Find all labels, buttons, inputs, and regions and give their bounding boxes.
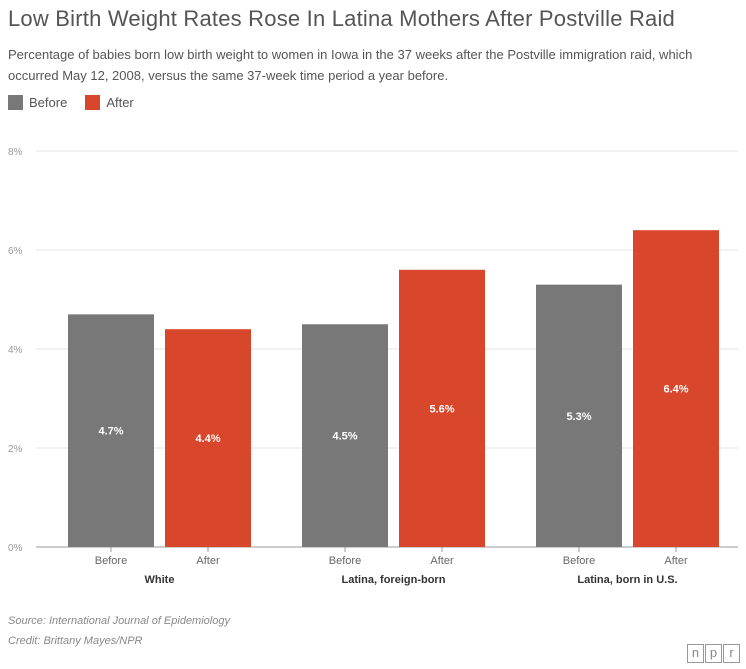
category-label: Latina, foreign-born xyxy=(342,574,446,586)
bar-data-label: 5.6% xyxy=(429,403,454,415)
chart-subtitle: Percentage of babies born low birth weig… xyxy=(8,47,693,83)
logo-letter: n xyxy=(687,644,704,663)
bar-chart: 0% 2% 4% 6% 8% 4.7% Before 4.4% After White 4.5% Be… xyxy=(8,147,738,586)
npr-logo: n p r xyxy=(686,644,740,663)
bar-data-label: 4.7% xyxy=(98,426,123,438)
x-tick-label: Before xyxy=(329,555,361,567)
bar-data-label: 4.5% xyxy=(332,431,357,443)
y-tick-label: 6% xyxy=(8,246,23,257)
category-label: Latina, born in U.S. xyxy=(577,574,677,586)
y-tick-label: 0% xyxy=(8,543,23,554)
x-tick-label: After xyxy=(196,555,220,567)
x-tick-label: After xyxy=(430,555,454,567)
x-tick-label: After xyxy=(664,555,688,567)
category-label: White xyxy=(145,574,175,586)
credit-note: Credit: Brittany Mayes/NPR xyxy=(8,635,143,647)
bar-data-label: 5.3% xyxy=(566,411,591,423)
bar-data-label: 4.4% xyxy=(195,433,220,445)
legend-item-before: Before xyxy=(8,95,67,110)
legend-item-after: After xyxy=(85,95,134,110)
y-tick-label: 4% xyxy=(8,345,23,356)
legend: Before After xyxy=(8,95,152,110)
bar-before xyxy=(302,324,388,547)
legend-swatch-before xyxy=(8,95,23,110)
bar-data-label: 6.4% xyxy=(663,384,688,396)
y-tick-label: 8% xyxy=(8,147,23,158)
bar-after xyxy=(165,329,251,547)
y-tick-label: 2% xyxy=(8,444,23,455)
source-note: Source: International Journal of Epidemi… xyxy=(8,615,230,627)
legend-label-after: After xyxy=(106,95,134,110)
bar-after xyxy=(399,269,485,547)
bar-after xyxy=(633,230,719,547)
x-tick-label: Before xyxy=(95,555,127,567)
legend-label-before: Before xyxy=(29,95,68,110)
x-tick-label: Before xyxy=(563,555,595,567)
logo-letter: r xyxy=(723,644,740,663)
legend-swatch-after xyxy=(85,95,101,110)
logo-letter: p xyxy=(705,644,722,663)
bar-before xyxy=(68,314,154,547)
chart-title: Low Birth Weight Rates Rose In Latina Mo… xyxy=(8,6,675,31)
bar-before xyxy=(536,284,622,547)
